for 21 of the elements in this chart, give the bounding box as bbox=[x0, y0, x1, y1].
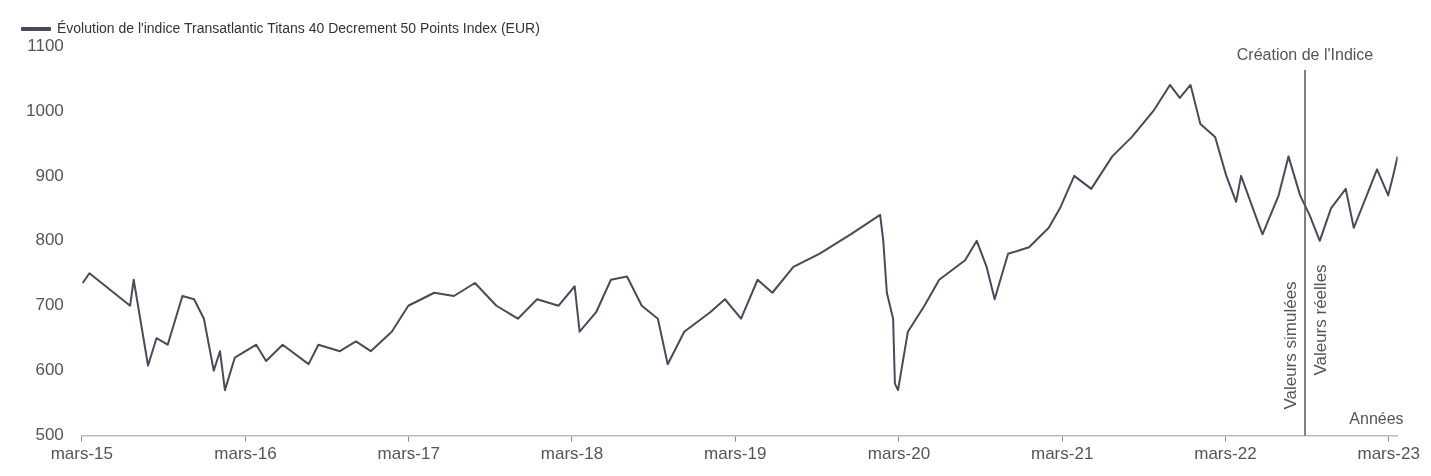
ref-line-label: Création de l'Indice bbox=[1236, 46, 1374, 64]
x-tick-label: mars-23 bbox=[1357, 444, 1420, 464]
y-tick-label: 700 bbox=[35, 295, 64, 315]
y-tick-label: 1000 bbox=[25, 100, 64, 120]
x-tick-label: mars-20 bbox=[867, 444, 931, 464]
x-tick-label: mars-22 bbox=[1194, 444, 1257, 464]
annotation: Valeurs simulées bbox=[1280, 281, 1300, 410]
x-tick-label: mars-17 bbox=[377, 444, 440, 464]
x-tick-label: mars-19 bbox=[704, 444, 767, 464]
x-tick-label: mars-16 bbox=[214, 444, 277, 464]
legend-label: Évolution de l'indice Transatlantic Titans 40 Decrement 50 Points Index (EUR) bbox=[57, 19, 540, 36]
y-tick-label: 500 bbox=[35, 425, 64, 445]
x-axis-title: Années bbox=[1349, 410, 1404, 428]
y-tick-label: 800 bbox=[35, 230, 64, 250]
x-tick-label: mars-18 bbox=[540, 444, 604, 464]
y-tick-label: 900 bbox=[35, 165, 64, 185]
y-tick-label: 600 bbox=[35, 360, 64, 380]
annotation: Valeurs réelles bbox=[1310, 264, 1330, 376]
y-tick-label: 1100 bbox=[27, 35, 64, 55]
x-tick-label: mars-15 bbox=[50, 444, 113, 464]
x-tick-label: mars-21 bbox=[1031, 444, 1094, 464]
